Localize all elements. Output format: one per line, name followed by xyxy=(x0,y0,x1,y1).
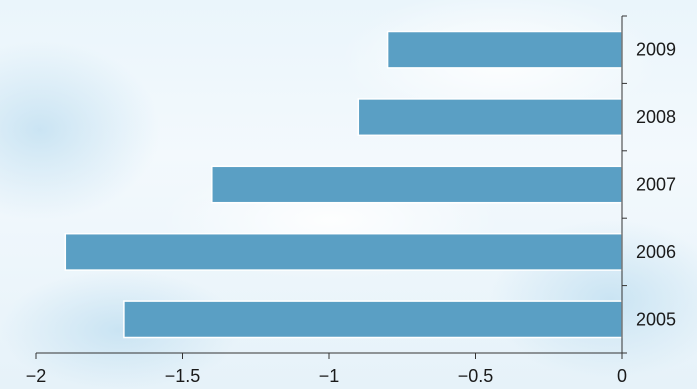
bar-2007 xyxy=(211,165,623,204)
bar-2006 xyxy=(64,232,623,271)
labels-layer: 2005 2006 2007 2008 2009 −2 −1.5 −1 −0.5 0 xyxy=(26,40,676,386)
y-tick-label-2009: 2009 xyxy=(636,40,676,60)
y-tick-label-2005: 2005 xyxy=(636,309,676,329)
x-tick-label-3: −0.5 xyxy=(458,366,494,386)
bar-2008 xyxy=(357,98,623,137)
y-tick-label-2007: 2007 xyxy=(636,175,676,195)
bar-2005 xyxy=(123,300,623,339)
x-tick-label-4: 0 xyxy=(617,366,627,386)
x-tick-label-1: −1.5 xyxy=(165,366,201,386)
axes-layer xyxy=(35,15,627,359)
bar-2009 xyxy=(386,30,623,69)
y-tick-label-2006: 2006 xyxy=(636,242,676,262)
x-tick-label-2: −1 xyxy=(319,366,340,386)
bars-layer xyxy=(64,30,623,339)
y-tick-label-2008: 2008 xyxy=(636,107,676,127)
x-tick-label-0: −2 xyxy=(26,366,47,386)
